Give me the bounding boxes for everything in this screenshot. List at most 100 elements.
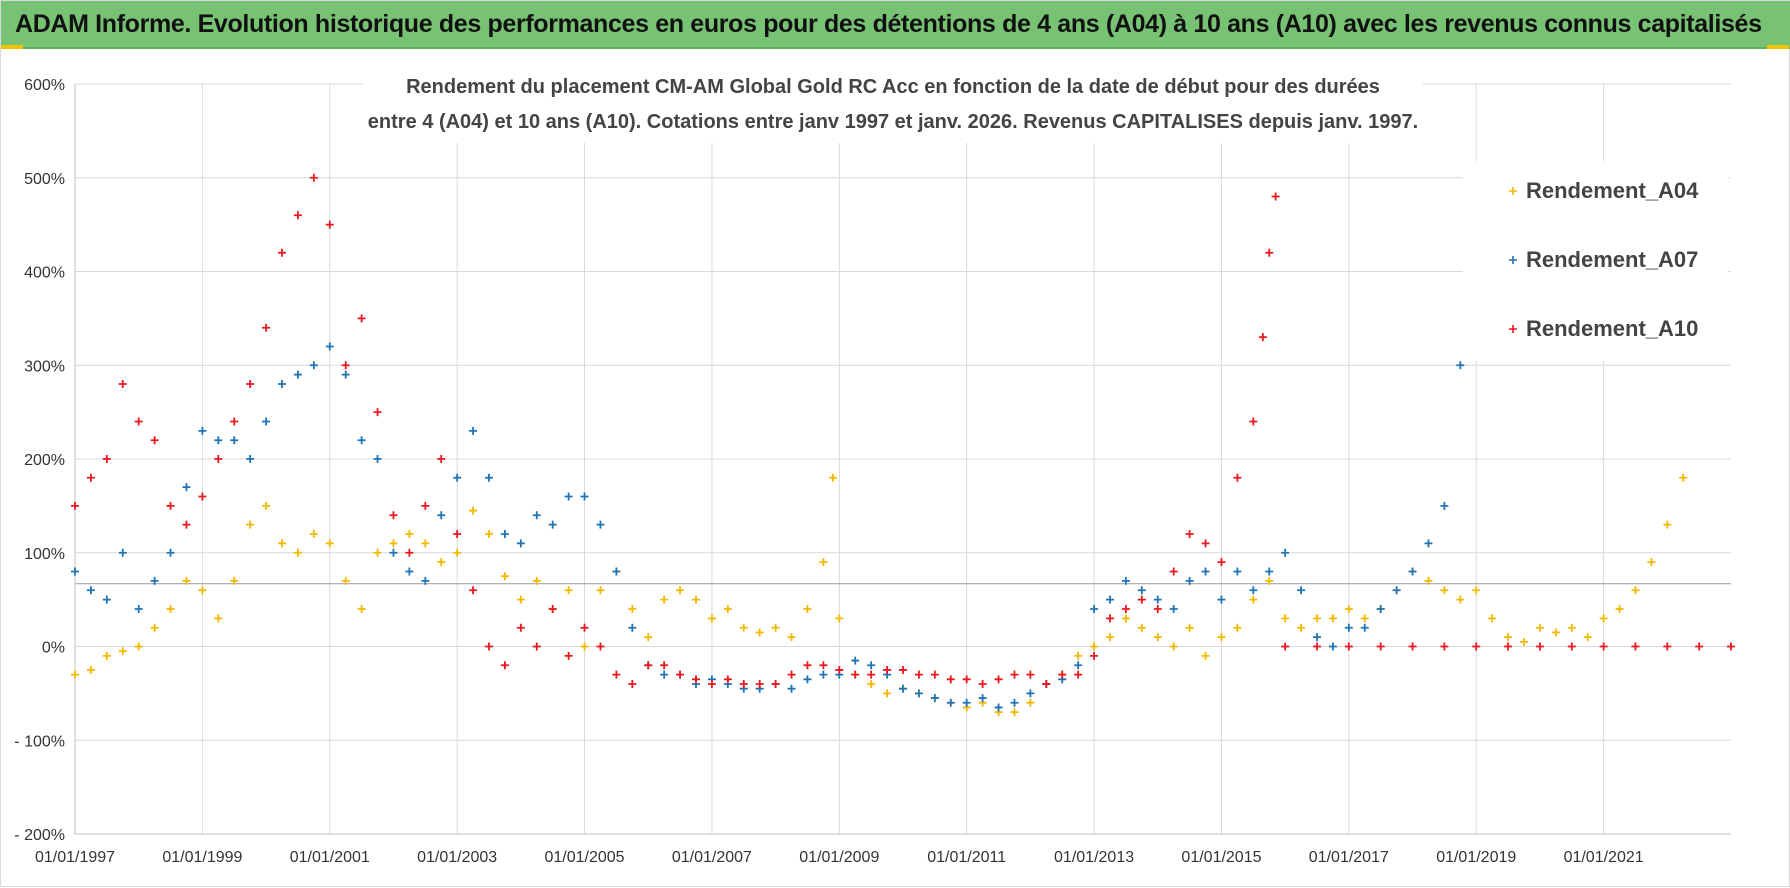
data-point-rendement_a10 (469, 586, 478, 595)
x-tick-label: 01/01/2019 (1436, 849, 1516, 866)
data-point-rendement_a07 (1360, 623, 1369, 632)
data-point-rendement_a04 (1281, 614, 1290, 623)
legend-label-a07: Rendement_A07 (1526, 247, 1698, 272)
data-point-rendement_a04 (1679, 473, 1688, 482)
data-point-rendement_a04 (421, 539, 430, 548)
data-point-rendement_a10 (118, 380, 127, 388)
data-point-rendement_a10 (596, 642, 605, 651)
data-point-rendement_a04 (580, 642, 589, 651)
data-point-rendement_a07 (453, 473, 462, 482)
data-point-rendement_a04 (1328, 614, 1337, 623)
data-point-rendement_a04 (867, 680, 876, 688)
legend-marker-a10 (1509, 325, 1517, 333)
data-point-rendement_a10 (214, 455, 223, 463)
data-point-rendement_a04 (1551, 628, 1560, 637)
data-point-rendement_a04 (1615, 605, 1624, 613)
x-tick-label: 01/01/2001 (290, 849, 370, 866)
data-point-rendement_a07 (803, 675, 812, 684)
data-point-rendement_a07 (1265, 567, 1274, 576)
data-point-rendement_a10 (1169, 567, 1178, 576)
data-point-rendement_a07 (1233, 567, 1242, 576)
data-point-rendement_a07 (867, 661, 876, 670)
data-point-rendement_a10 (198, 492, 207, 501)
data-point-rendement_a07 (1153, 595, 1162, 604)
data-point-rendement_a10 (771, 680, 780, 688)
data-point-rendement_a07 (1297, 586, 1306, 595)
data-point-rendement_a04 (819, 558, 828, 567)
data-point-rendement_a04 (1360, 614, 1369, 623)
data-point-rendement_a10 (1313, 642, 1321, 651)
data-point-rendement_a07 (1281, 548, 1290, 557)
data-point-rendement_a10 (835, 665, 844, 674)
data-point-rendement_a10 (787, 670, 796, 679)
data-point-rendement_a04 (182, 576, 191, 585)
axes: - 200% - 100% 0% 100% 200% 300% 400% 500% 600% 01… (14, 77, 1731, 866)
data-point-rendement_a10 (962, 675, 971, 684)
legend-marker-a04 (1509, 187, 1517, 195)
data-point-rendement_a10 (532, 642, 541, 651)
data-point-rendement_a04 (739, 623, 748, 632)
data-point-rendement_a07 (1392, 586, 1401, 595)
data-point-rendement_a04 (1074, 651, 1083, 660)
data-point-rendement_a07 (357, 436, 366, 445)
data-point-rendement_a07 (1026, 689, 1035, 698)
x-tick-label: 01/01/2005 (544, 849, 624, 866)
data-point-rendement_a10 (262, 323, 271, 332)
data-point-rendement_a04 (1631, 586, 1640, 595)
data-point-rendement_a07 (389, 548, 398, 557)
data-point-rendement_a10 (803, 661, 812, 670)
data-point-rendement_a10 (1567, 642, 1576, 651)
data-point-rendement_a10 (1281, 642, 1290, 651)
x-tick-label: 01/01/2003 (417, 849, 497, 866)
data-point-rendement_a10 (1026, 670, 1035, 679)
data-point-rendement_a10 (946, 675, 955, 684)
data-point-rendement_a07 (373, 455, 382, 463)
data-point-rendement_a04 (1265, 576, 1274, 585)
data-point-rendement_a10 (293, 211, 302, 220)
data-point-rendement_a04 (516, 595, 525, 604)
x-tick-label: 01/01/2021 (1564, 849, 1644, 866)
y-tick-label: 600% (24, 77, 65, 94)
data-point-rendement_a10 (516, 623, 525, 632)
data-point-rendement_a10 (707, 680, 716, 688)
data-point-rendement_a07 (516, 539, 525, 548)
data-point-rendement_a07 (1440, 501, 1449, 510)
data-point-rendement_a04 (1121, 614, 1130, 623)
data-point-rendement_a10 (692, 675, 700, 684)
data-point-rendement_a07 (214, 436, 223, 445)
data-point-rendement_a04 (1663, 520, 1672, 529)
data-point-rendement_a10 (182, 520, 191, 529)
data-point-rendement_a07 (150, 576, 159, 585)
x-tick-label: 01/01/2007 (672, 849, 752, 866)
data-point-rendement_a04 (230, 576, 239, 585)
data-point-rendement_a10 (309, 173, 318, 182)
data-point-rendement_a10 (1695, 642, 1704, 651)
y-tick-label: - 200% (14, 827, 65, 844)
legend-label-a10: Rendement_A10 (1526, 316, 1698, 341)
legend: Rendement_A04 Rendement_A07 Rendement_A1… (1463, 161, 1728, 361)
data-point-rendement_a04 (262, 501, 271, 510)
data-point-rendement_a10 (278, 248, 286, 257)
data-point-rendement_a10 (1408, 642, 1417, 651)
data-point-rendement_a10 (851, 670, 860, 679)
data-point-rendement_a10 (1344, 642, 1353, 651)
data-point-rendement_a07 (612, 567, 621, 576)
data-point-rendement_a07 (978, 694, 987, 703)
data-point-rendement_a04 (1185, 623, 1194, 632)
data-point-rendement_a07 (1313, 633, 1321, 642)
data-point-rendement_a10 (739, 680, 748, 688)
data-point-rendement_a04 (389, 539, 398, 548)
data-point-rendement_a10 (357, 314, 366, 323)
data-point-rendement_a10 (373, 408, 382, 417)
data-point-rendement_a07 (198, 426, 207, 435)
legend-marker-a07 (1509, 256, 1517, 264)
data-point-rendement_a07 (309, 361, 318, 370)
data-point-rendement_a04 (755, 628, 764, 637)
data-point-rendement_a10 (1249, 417, 1258, 426)
data-point-rendement_a07 (994, 703, 1003, 712)
data-point-rendement_a04 (1472, 586, 1481, 595)
data-point-rendement_a10 (1440, 642, 1449, 651)
data-point-rendement_a04 (500, 572, 509, 581)
